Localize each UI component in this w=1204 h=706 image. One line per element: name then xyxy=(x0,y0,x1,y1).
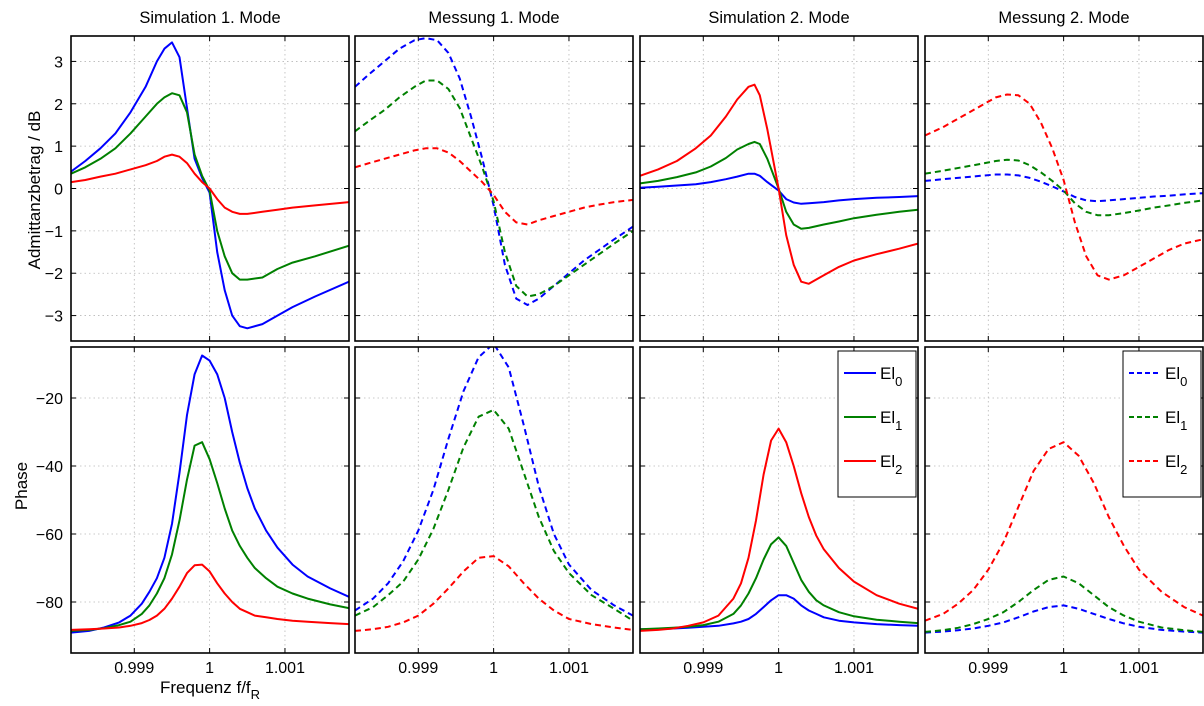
panel-title: Simulation 2. Mode xyxy=(708,9,849,27)
panel: 0.999 1 1.001 xyxy=(354,346,634,677)
y-axis-label-admittance: Admittanzbetrag / dB xyxy=(25,111,44,270)
y-tick-label: −40 xyxy=(36,459,63,476)
legend: El0 El1 El2 xyxy=(1122,350,1202,498)
x-tick-label: 0.999 xyxy=(968,660,1008,677)
series-line xyxy=(925,604,1203,634)
series-line xyxy=(925,575,1203,633)
y-axis-label-phase: Phase xyxy=(12,462,31,510)
plot-frame xyxy=(639,35,919,342)
y-tick-label: 3 xyxy=(54,54,63,71)
legend-label: El1 xyxy=(1165,408,1187,433)
legend-label: El1 xyxy=(880,408,902,433)
y-tick-label: −2 xyxy=(45,266,63,283)
panel: Simulation 1. Mode −3 −2 −1 0 1 2 3 xyxy=(45,9,350,342)
panel-title: Messung 2. Mode xyxy=(998,9,1129,27)
plot-frame xyxy=(639,346,919,654)
x-tick-label: 1 xyxy=(205,660,214,677)
series-line xyxy=(925,158,1203,217)
series-line xyxy=(355,555,633,632)
series-line xyxy=(355,408,633,622)
series-line xyxy=(71,92,349,281)
y-tick-label: −1 xyxy=(45,224,63,241)
series-line xyxy=(71,563,349,631)
plot-frame xyxy=(924,346,1204,654)
panel: Messung 2. Mode xyxy=(924,9,1204,342)
panel-title: Simulation 1. Mode xyxy=(139,9,280,27)
panel: Simulation 2. Mode xyxy=(639,9,919,342)
x-tick-label: 0.999 xyxy=(398,660,438,677)
x-tick-label: 1 xyxy=(1059,660,1068,677)
y-tick-label: −80 xyxy=(36,595,63,612)
series-line xyxy=(640,83,918,285)
panel: 0.999 1 1.001 El0 El1 El2 xyxy=(924,346,1204,677)
plot-frame xyxy=(70,346,350,654)
plot-frame xyxy=(70,35,350,342)
series-line xyxy=(640,427,918,632)
x-tick-label: 1.001 xyxy=(1119,660,1159,677)
series-line xyxy=(355,147,633,226)
series-line xyxy=(640,172,918,205)
legend-box xyxy=(837,350,917,498)
series-line xyxy=(640,536,918,631)
series-line xyxy=(71,41,349,330)
y-tick-label: −60 xyxy=(36,527,63,544)
series-line xyxy=(925,173,1203,203)
x-tick-label: 1.001 xyxy=(834,660,874,677)
plot-frame xyxy=(924,35,1204,342)
panel: 0.999 1 1.001 El0 El1 El2 xyxy=(639,346,919,677)
x-tick-label: 0.999 xyxy=(114,660,154,677)
x-tick-label: 1.001 xyxy=(549,660,589,677)
y-tick-label: 1 xyxy=(54,139,63,156)
series-line xyxy=(925,441,1203,622)
series-line xyxy=(71,354,349,634)
legend-label: El2 xyxy=(1165,452,1187,477)
x-tick-label: 1 xyxy=(489,660,498,677)
series-line xyxy=(355,79,633,298)
series-line xyxy=(925,93,1203,281)
y-tick-label: −3 xyxy=(45,309,63,326)
legend-box xyxy=(1122,350,1202,498)
series-line xyxy=(640,140,918,230)
x-tick-label: 1.001 xyxy=(265,660,305,677)
y-tick-label: −20 xyxy=(36,391,63,408)
legend: El0 El1 El2 xyxy=(837,350,917,498)
series-line xyxy=(355,347,633,617)
panel: −80 −60 −40 −20 0.999 1 1.001 xyxy=(36,346,350,677)
legend-label: El0 xyxy=(1165,364,1187,389)
panel-title: Messung 1. Mode xyxy=(428,9,559,27)
panel: Messung 1. Mode xyxy=(354,9,634,342)
y-tick-label: 2 xyxy=(54,97,63,114)
legend-label: El0 xyxy=(880,364,902,389)
x-tick-label: 0.999 xyxy=(683,660,723,677)
x-tick-label: 1 xyxy=(774,660,783,677)
legend-label: El2 xyxy=(880,452,902,477)
series-line xyxy=(640,594,918,631)
x-axis-label: Frequenz f/fR xyxy=(160,678,260,702)
y-tick-label: 0 xyxy=(54,182,63,199)
series-line xyxy=(71,153,349,215)
plot-frame xyxy=(354,35,634,342)
series-line xyxy=(71,441,349,632)
plot-frame xyxy=(354,346,634,654)
